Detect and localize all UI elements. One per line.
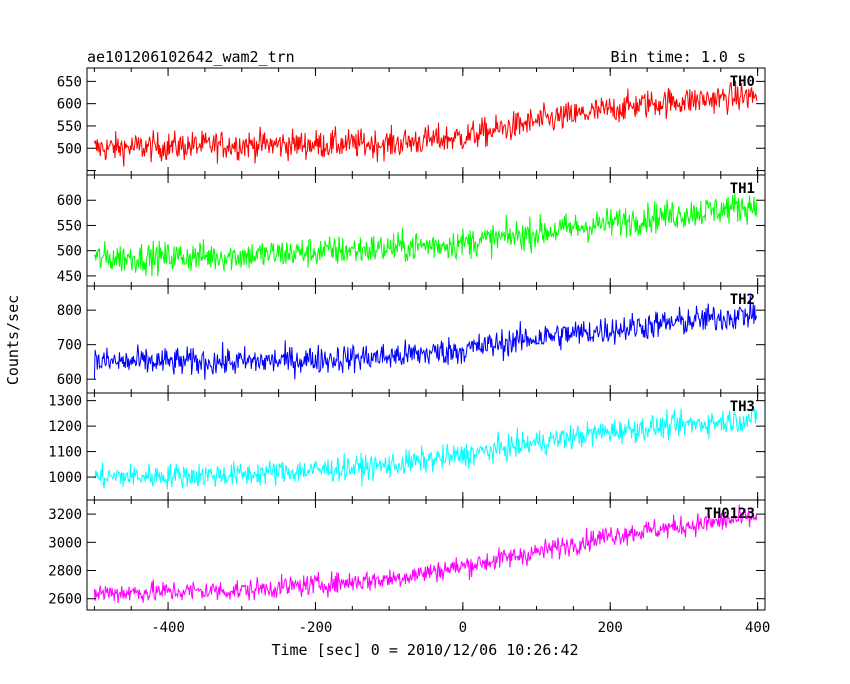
y-tick-label-th1: 500: [57, 244, 82, 260]
y-tick-label-th2: 600: [57, 372, 82, 388]
series-line-th0: [93, 80, 758, 167]
panel-label-th3: TH3: [730, 399, 755, 415]
panel-frame-th1: [86, 174, 766, 287]
series-line-th0123: [93, 504, 758, 604]
y-tick-label-th1: 450: [57, 269, 82, 285]
panel-label-th0: TH0: [730, 74, 755, 90]
panel-frame-th0123: [86, 499, 766, 611]
y-tick-label-th0: 500: [57, 141, 82, 157]
y-axis-title: Counts/sec: [4, 295, 22, 385]
y-tick-label-th0: 650: [57, 74, 82, 90]
panel-label-th0123: TH0123: [704, 506, 755, 522]
panel-frame-th0: [86, 67, 766, 176]
y-tick-label-th1: 550: [57, 218, 82, 234]
y-tick-label-th1: 600: [57, 193, 82, 209]
y-tick-label-th0123: 3000: [48, 535, 82, 551]
bin-time-label: Bin time: 1.0 s: [611, 48, 746, 66]
panel-frame-th2: [86, 285, 766, 394]
panel-label-th2: TH2: [730, 292, 755, 308]
series-line-th1: [93, 193, 758, 277]
y-tick-label-th3: 1000: [48, 470, 82, 486]
panel-frame-th3: [86, 392, 766, 501]
x-tick-label: 0: [459, 620, 467, 636]
series-line-th3: [93, 408, 758, 490]
y-tick-label-th2: 700: [57, 338, 82, 354]
x-tick-label: -400: [151, 620, 185, 636]
y-tick-label-th0: 600: [57, 97, 82, 113]
y-tick-label-th0123: 2800: [48, 564, 82, 580]
x-tick-label: -200: [299, 620, 333, 636]
series-line-th2: [93, 295, 758, 380]
y-tick-label-th3: 1100: [48, 445, 82, 461]
y-tick-label-th0: 550: [57, 119, 82, 135]
x-axis-title: Time [sec] 0 = 2010/12/06 10:26:42: [271, 641, 578, 659]
panel-label-th1: TH1: [730, 181, 755, 197]
x-tick-label: 200: [598, 620, 623, 636]
y-tick-label-th0123: 3200: [48, 507, 82, 523]
y-tick-label-th2: 800: [57, 303, 82, 319]
plot-title: ae101206102642_wam2_trn: [87, 48, 295, 66]
x-tick-label: 400: [745, 620, 770, 636]
y-tick-label-th3: 1200: [48, 419, 82, 435]
y-tick-label-th3: 1300: [48, 394, 82, 410]
y-tick-label-th0123: 2600: [48, 592, 82, 608]
